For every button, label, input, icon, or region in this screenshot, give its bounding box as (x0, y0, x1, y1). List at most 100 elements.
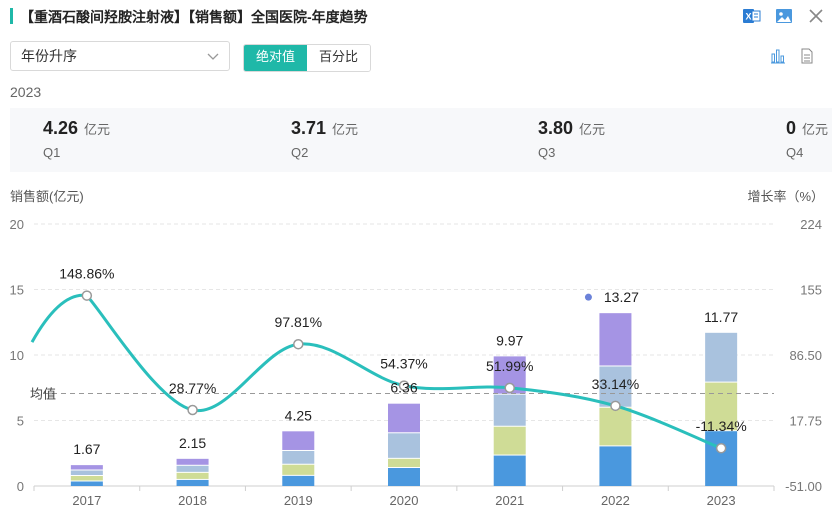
kpi-label: Q4 (786, 145, 804, 160)
kpi-label: Q3 (538, 145, 556, 160)
kpi-value: 3.80 (538, 118, 574, 138)
close-icon[interactable] (806, 6, 826, 26)
svg-text:X: X (745, 12, 751, 22)
y-right-tick-label: 86.50 (789, 348, 822, 363)
bar-segment (70, 475, 103, 481)
kpi-value: 3.71 (291, 118, 327, 138)
bar-segment (282, 450, 315, 464)
y-right-tick-label: -51.00 (785, 479, 822, 494)
growth-label: 97.81% (275, 314, 322, 330)
total-label: 6.36 (390, 380, 417, 396)
total-label: 11.77 (704, 309, 738, 325)
growth-label: 51.99% (486, 358, 533, 374)
y-left-tick-label: 5 (17, 414, 24, 429)
bar-segment (599, 446, 632, 486)
growth-point (293, 338, 304, 350)
chevron-down-icon (207, 48, 219, 64)
kpi-q2: 3.71 亿元 Q2 (291, 118, 358, 160)
growth-label: 148.86% (59, 266, 114, 282)
bar-segment (599, 313, 632, 366)
sort-select-value: 年份升序 (21, 48, 77, 64)
x-tick-label: 2021 (495, 493, 524, 508)
x-tick-label: 2018 (178, 493, 207, 508)
kpi-unit: 亿元 (332, 122, 359, 137)
total-label: 9.97 (496, 332, 523, 348)
bar-segment (599, 407, 632, 446)
kpi-unit: 亿元 (802, 122, 829, 137)
bar-segment (705, 332, 738, 382)
growth-point (715, 442, 727, 454)
bar-segment (282, 475, 315, 486)
bar-segment (70, 465, 103, 470)
bar-segment (176, 472, 209, 479)
y-left-tick-label: 0 (17, 479, 24, 494)
sort-select[interactable]: 年份升序 (10, 41, 230, 71)
bar-segment (493, 394, 526, 426)
x-tick-label: 2020 (390, 493, 419, 508)
bar-segment (282, 431, 315, 450)
excel-export-icon[interactable]: X (742, 6, 762, 26)
y-left-axis-title: 销售额(亿元) (10, 189, 84, 204)
bar-segment (70, 470, 103, 475)
image-export-icon[interactable] (774, 6, 794, 26)
y-right-axis-title: 增长率（%） (747, 189, 824, 204)
kpi-value: 4.26 (43, 118, 79, 138)
table-icon[interactable] (800, 48, 814, 69)
y-left-tick-label: 20 (10, 217, 24, 232)
total-label: 4.25 (285, 407, 312, 423)
y-left-tick-label: 15 (10, 283, 24, 298)
growth-label: 28.77% (169, 380, 216, 396)
kpi-value: 0 (786, 118, 797, 138)
growth-point (398, 380, 410, 391)
growth-label: 33.14% (592, 376, 639, 392)
growth-point (504, 382, 515, 394)
kpi-panel: 4.26 亿元 Q1 3.71 亿元 Q2 3.80 亿元 Q3 0 亿元 Q4 (10, 108, 832, 172)
y-right-tick-label: 17.75 (789, 414, 822, 429)
y-right-tick-label: 224 (800, 217, 822, 232)
growth-label: -11.34% (696, 418, 747, 434)
kpi-q1: 4.26 亿元 Q1 (43, 118, 110, 160)
total-label: 2.15 (179, 435, 206, 451)
title-accent-bar (10, 8, 13, 24)
growth-rate-line (30, 293, 722, 450)
kpi-label: Q1 (43, 145, 61, 160)
bar-chart-icon[interactable] (770, 48, 786, 69)
bar-segment (176, 479, 209, 486)
bar-segment (599, 366, 632, 407)
kpi-q4: 0 亿元 Q4 (786, 118, 828, 160)
growth-point (187, 404, 198, 416)
toggle-absolute-button[interactable]: 绝对值 (244, 45, 308, 71)
toggle-percent-button[interactable]: 百分比 (307, 45, 371, 71)
x-tick-label: 2023 (707, 493, 736, 508)
bar-segment (176, 458, 209, 465)
bar-segment (388, 458, 420, 468)
bar-segment (282, 464, 315, 475)
bar-segment (705, 431, 738, 486)
x-tick-label: 2022 (601, 493, 630, 508)
growth-point (81, 290, 93, 301)
average-label: 均值 (30, 387, 56, 402)
bar-segment (70, 481, 103, 486)
growth-label: 54.37% (380, 356, 427, 372)
x-tick-label: 2017 (72, 493, 101, 508)
growth-point (610, 400, 621, 412)
kpi-year: 2023 (10, 84, 42, 100)
bar-segment (176, 465, 209, 472)
bar-segment (388, 433, 420, 458)
kpi-q3: 3.80 亿元 Q3 (538, 118, 605, 160)
kpi-label: Q2 (291, 145, 309, 160)
kpi-unit: 亿元 (84, 122, 111, 137)
y-left-tick-label: 10 (10, 348, 24, 363)
bar-segment (705, 382, 738, 431)
kpi-unit: 亿元 (579, 122, 606, 137)
bar-segment (493, 426, 526, 455)
bar-segment (388, 468, 420, 486)
bar-segment (493, 455, 526, 486)
bar-segment (493, 356, 526, 394)
total-label: 1.67 (73, 441, 100, 457)
value-mode-toggle: 绝对值 百分比 (243, 44, 372, 72)
total-label: 13.27 (604, 289, 639, 305)
y-right-tick-label: 155 (800, 283, 822, 298)
x-tick-label: 2019 (284, 493, 313, 508)
